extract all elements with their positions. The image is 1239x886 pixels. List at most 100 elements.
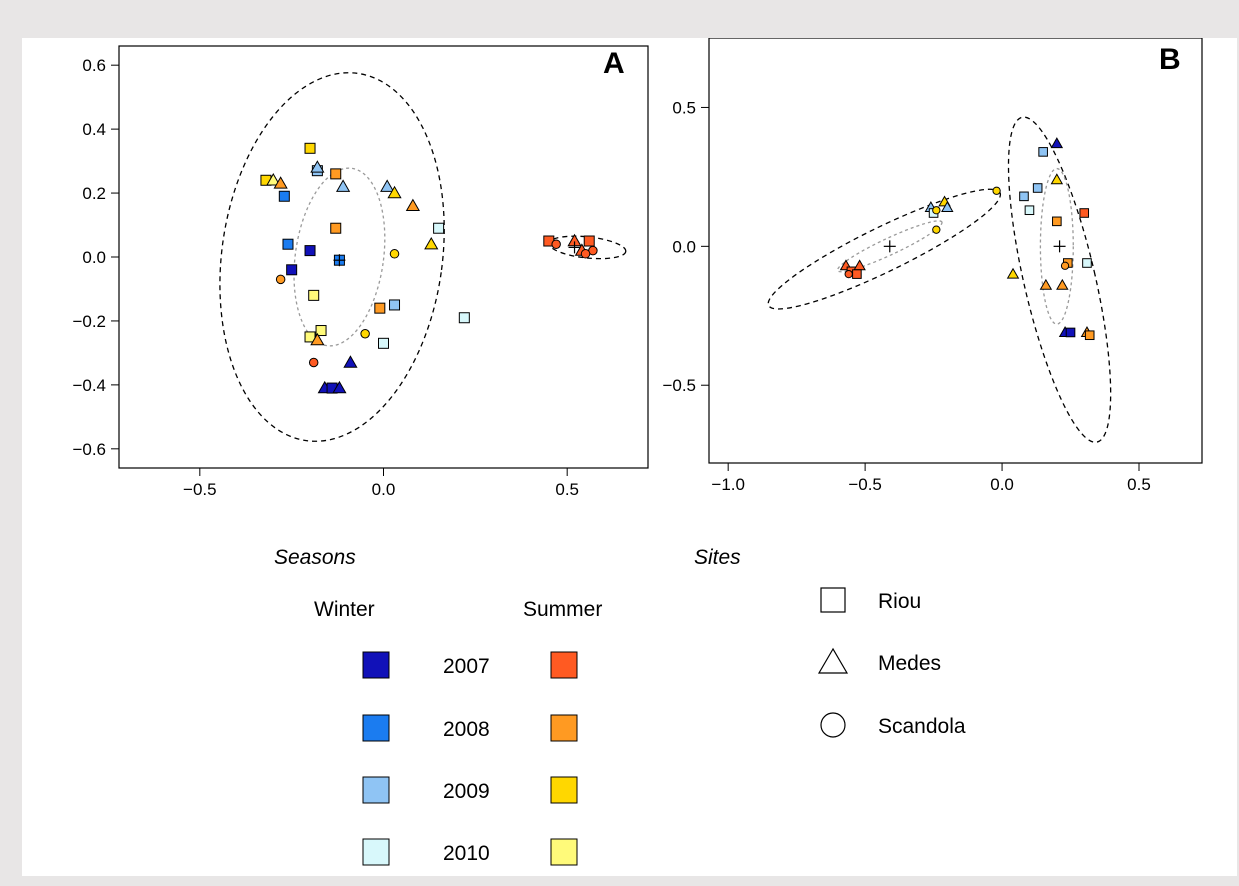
x-tick-label: 0.0	[990, 475, 1014, 494]
data-point-square	[852, 269, 862, 279]
data-point-square	[278, 190, 290, 202]
legend-year-label: 2007	[443, 655, 490, 678]
data-point-square	[1024, 205, 1035, 216]
data-point-triangle	[380, 179, 395, 192]
legend-triangle-icon	[817, 647, 849, 674]
data-point-circle	[308, 357, 319, 368]
data-point-square	[1052, 216, 1062, 227]
data-point-square	[304, 142, 316, 154]
y-tick-label: 0.0	[672, 237, 696, 256]
group-ellipse-inner	[836, 220, 943, 273]
data-point-triangle	[1050, 173, 1064, 185]
data-point-triangle	[273, 176, 288, 189]
data-point-square	[304, 245, 316, 257]
group-ellipse-inner	[1039, 167, 1074, 325]
legend-summer-swatch-2010	[550, 838, 578, 866]
data-point-square	[1084, 330, 1095, 341]
data-point-circle	[360, 328, 370, 339]
data-point-triangle	[332, 380, 347, 394]
y-tick-label: 0.0	[82, 248, 106, 267]
data-point-triangle	[310, 160, 325, 173]
data-point-square	[1019, 191, 1029, 202]
data-point-triangle	[424, 236, 439, 250]
data-point-square	[330, 222, 342, 234]
data-point-square	[389, 299, 401, 311]
legend-site-label: Riou	[878, 590, 921, 613]
data-point-triangle	[266, 173, 281, 186]
data-point-square	[1065, 327, 1076, 338]
data-point-square	[433, 222, 445, 234]
group-ellipse-inner	[293, 167, 386, 347]
panel-label: B	[1159, 43, 1181, 76]
x-tick-label: 0.0	[372, 480, 396, 499]
data-point-circle	[1060, 261, 1070, 270]
y-tick-label: −0.2	[72, 312, 106, 331]
legend-winter-swatch-2008	[362, 714, 390, 742]
data-point-triangle	[1006, 267, 1020, 279]
legend-winter-swatch-2007	[362, 651, 390, 679]
y-tick-label: −0.4	[72, 376, 106, 395]
data-point-triangle	[310, 332, 325, 346]
figure-svg: −0.5 0.0 0.5 −0.6 −0.4 −0.2 0.0 0.2 0.4 0.6 A −1.0…	[72, 38, 1203, 866]
data-point-circle	[580, 249, 591, 259]
group-ellipse-outer	[219, 72, 445, 442]
data-point-circle	[932, 225, 941, 234]
data-point-circle	[389, 249, 400, 259]
data-point-triangle	[1056, 278, 1069, 290]
legend-summer-swatch-2008	[550, 714, 578, 742]
legend-winter-swatch-2009	[362, 776, 390, 804]
legend-year-label: 2010	[443, 842, 490, 865]
data-point-circle	[932, 206, 941, 215]
data-point-square	[583, 235, 595, 247]
data-point-triangle	[387, 185, 402, 199]
y-tick-label: 0.5	[672, 98, 696, 117]
y-tick-label: 0.2	[82, 184, 106, 203]
data-point-square	[378, 337, 389, 349]
panel-a: −0.5 0.0 0.5 −0.6 −0.4 −0.2 0.0 0.2 0.4 0.6 A	[72, 45, 649, 499]
plot-area	[708, 38, 1203, 464]
data-point-triangle	[1050, 137, 1064, 149]
x-tick-label: −1.0	[711, 475, 745, 494]
panel-label: A	[603, 47, 625, 80]
legend-site-label: Scandola	[878, 715, 966, 738]
data-point-circle	[844, 269, 853, 279]
data-point-square	[286, 264, 298, 276]
legend-summer-swatch-2009	[550, 776, 578, 804]
y-tick-label: −0.6	[72, 440, 106, 459]
x-tick-label: 0.5	[555, 480, 579, 499]
winter-column-label: Winter	[314, 598, 375, 621]
group-ellipse-outer	[1007, 116, 1112, 443]
data-point-square	[1038, 147, 1048, 157]
figure-frame: −0.5 0.0 0.5 −0.6 −0.4 −0.2 0.0 0.2 0.4 0.6 A −1.0…	[22, 38, 1237, 876]
data-point-circle	[992, 186, 1001, 195]
data-point-circle	[275, 274, 286, 285]
legend-circle-icon	[820, 712, 846, 738]
data-point-square	[1032, 183, 1043, 193]
data-point-square	[1079, 208, 1090, 218]
data-point-square	[308, 289, 320, 301]
data-point-square	[330, 168, 342, 180]
summer-column-label: Summer	[523, 598, 602, 621]
legend-winter-swatch-2010	[362, 838, 390, 866]
data-point-triangle	[335, 179, 351, 192]
data-point-circle	[551, 239, 561, 249]
data-point-square	[315, 325, 327, 337]
data-point-square	[458, 312, 470, 324]
data-point-triangle	[941, 201, 954, 212]
data-point-square	[1082, 258, 1092, 268]
data-point-triangle	[405, 198, 421, 212]
legend-site-label: Medes	[878, 652, 941, 675]
data-point-square	[304, 331, 316, 343]
data-point-triangle	[343, 355, 358, 368]
data-point-square	[374, 302, 386, 314]
sites-legend-title: Sites	[694, 546, 741, 569]
panel-b: −1.0 −0.5 0.0 0.5 −0.5 0.0 0.5 B	[662, 38, 1203, 494]
plot-area	[118, 45, 649, 469]
legend: Seasons Sites Winter Summer 2007 2008 2009…	[274, 546, 966, 866]
legend-summer-swatch-2007	[550, 651, 578, 679]
y-tick-label: −0.5	[662, 376, 696, 395]
x-tick-label: −0.5	[183, 480, 217, 499]
legend-square-icon	[820, 587, 846, 613]
y-tick-label: 0.4	[82, 120, 106, 139]
legend-year-label: 2008	[443, 718, 490, 741]
